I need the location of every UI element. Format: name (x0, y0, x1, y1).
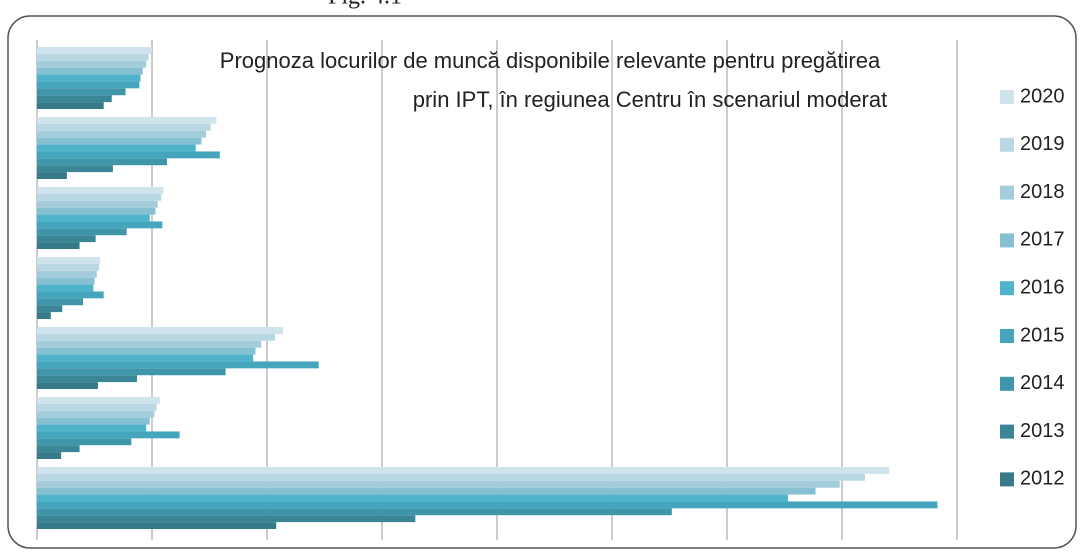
legend-swatch (1000, 185, 1014, 200)
bar (37, 47, 152, 54)
legend-swatch (1000, 472, 1014, 487)
bar (37, 95, 112, 103)
bar (37, 257, 101, 264)
bar (37, 424, 147, 432)
bar (37, 53, 149, 61)
bar (37, 60, 147, 68)
caption: Fig. 4.1 (328, 0, 402, 10)
legend-label: 2019 (1020, 133, 1065, 155)
bar (37, 144, 196, 152)
legend-label: 2017 (1020, 229, 1065, 251)
bar (37, 117, 217, 124)
bar (37, 235, 96, 243)
bar (37, 137, 202, 145)
legend-swatch (1000, 137, 1014, 152)
bar (37, 298, 83, 306)
bar (37, 327, 284, 334)
bar (37, 214, 150, 222)
chart-title: Prognoza locurilor de muncă disponibile … (220, 48, 881, 73)
chart-title: prin IPT, în regiunea Centru în scenariu… (413, 87, 887, 112)
bar (37, 193, 162, 201)
bar (37, 333, 276, 341)
bar (37, 291, 104, 299)
bar (37, 397, 161, 404)
bar (37, 340, 262, 348)
bar (37, 74, 141, 82)
bar (37, 445, 80, 453)
bar (37, 354, 254, 362)
legend-label: 2015 (1020, 324, 1065, 346)
legend-label: 2020 (1020, 85, 1065, 107)
bar (37, 431, 180, 439)
bar (37, 228, 127, 236)
bar (37, 102, 104, 109)
bar (37, 312, 51, 319)
bars (37, 47, 938, 529)
bar (37, 382, 98, 389)
legend-label: 2014 (1020, 372, 1065, 394)
bar (37, 81, 140, 89)
bar (37, 375, 138, 383)
bar (37, 277, 95, 285)
bar (37, 270, 97, 278)
bar (37, 263, 100, 271)
legend-swatch (1000, 233, 1014, 248)
bar (37, 452, 62, 459)
bar (37, 473, 865, 481)
bar (37, 305, 63, 313)
bar (37, 123, 211, 131)
bar (37, 165, 113, 173)
bar (37, 207, 156, 215)
legend-label: 2013 (1020, 420, 1065, 442)
bar (37, 494, 788, 502)
bar (37, 515, 416, 523)
bar (37, 242, 80, 249)
frame (7, 15, 1077, 549)
bar (37, 417, 150, 425)
bar (37, 501, 938, 509)
bar (37, 172, 67, 179)
bar (37, 410, 155, 418)
bar (37, 88, 126, 96)
bar (37, 158, 167, 166)
bar (37, 467, 890, 474)
bar (37, 130, 207, 138)
bar (37, 522, 277, 529)
legend-label: 2012 (1020, 468, 1065, 490)
bar (37, 151, 220, 159)
bar (37, 221, 163, 229)
legend: 2012 2013 2014 2015 2016 2017 2018 2019 2020 (1000, 85, 1065, 490)
legend-swatch (1000, 90, 1014, 104)
legend-swatch (1000, 329, 1014, 343)
bar (37, 67, 143, 75)
bar (37, 368, 226, 376)
bar (37, 200, 158, 208)
bar (37, 361, 319, 369)
legend-swatch (1000, 376, 1014, 391)
legend-label: 2018 (1020, 181, 1065, 203)
bar (37, 347, 256, 355)
legend-label: 2016 (1020, 276, 1065, 298)
legend-swatch (1000, 424, 1014, 439)
bar (37, 403, 157, 411)
bar (37, 487, 816, 495)
bar (37, 187, 164, 194)
legend-swatch (1000, 281, 1014, 296)
bar (37, 508, 672, 516)
bar (37, 284, 94, 292)
grid (36, 40, 958, 540)
bar (37, 480, 840, 488)
bar (37, 438, 132, 446)
